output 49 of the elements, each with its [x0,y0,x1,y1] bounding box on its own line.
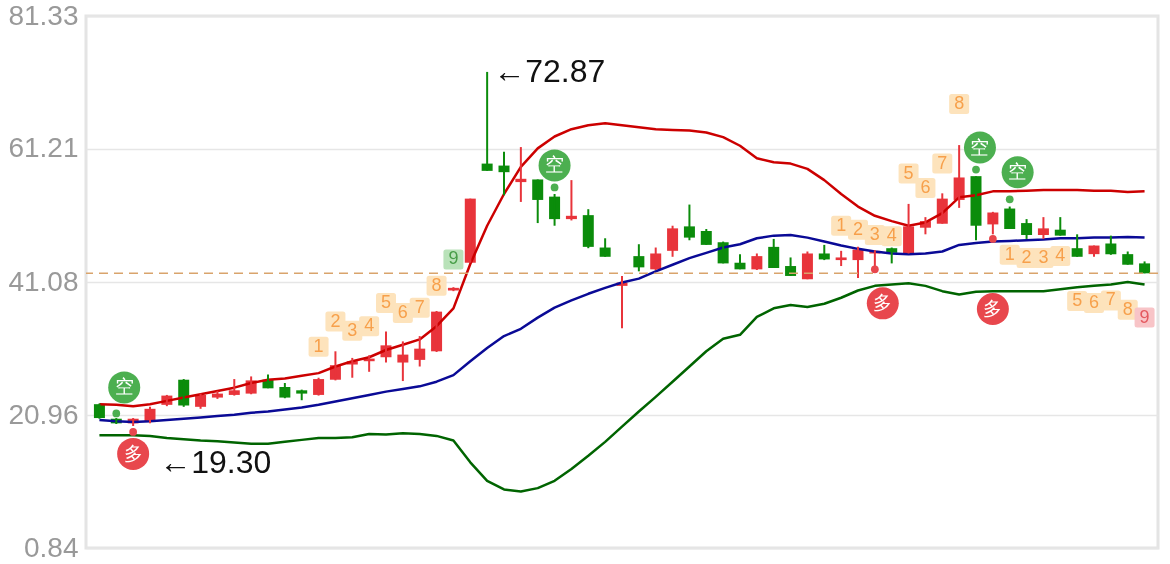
annotation: 6 [397,301,408,322]
y-tick-label: 41.08 [8,265,79,297]
annotation: ←19.30 [159,443,272,480]
series-label: 空 [970,136,990,158]
annotation: 4 [886,225,897,246]
y-tick-label: 81.33 [8,0,79,31]
y-tick-label: 20.96 [8,398,79,430]
text: 空 [1008,161,1028,183]
point [988,235,997,243]
annotation: 5 [903,162,914,183]
series-label: 多 [123,442,143,464]
annotation: 7 [937,152,948,173]
annotation: 4 [1055,245,1066,266]
annotation: 5 [1072,290,1083,311]
annotation: 4 [364,315,375,336]
y-tick-label: 61.21 [8,132,79,164]
annotation: ←72.87 [493,52,606,89]
point [972,165,980,174]
annotation: 7 [414,296,425,317]
annotation: 1 [1004,243,1015,264]
annotation: 7 [1105,289,1116,310]
annotation: 9 [448,248,459,269]
annotation: 3 [347,319,358,340]
annotation: 8 [1122,298,1133,319]
annotation: 2 [852,218,864,239]
text: 空 [545,154,565,176]
annotation: 2 [1021,247,1032,268]
annotation: 6 [920,177,931,198]
annotation: 8 [954,93,965,114]
point [550,183,559,192]
annotation: 5 [380,292,392,313]
annotation: 1 [313,335,324,356]
point [129,428,138,436]
point [870,265,879,274]
annotation: 3 [1038,247,1049,268]
annotation: 3 [869,223,880,244]
annotation: 6 [1088,292,1100,313]
y-tick-label: 0.84 [24,531,79,563]
annotation: 2 [330,310,341,331]
annotation: 1 [836,214,847,235]
text: 空 [114,376,134,398]
annotation: 9 [1139,306,1150,327]
text: 多 [873,292,893,314]
candlestick [296,388,308,402]
candlestick [835,249,847,268]
point [1005,195,1014,204]
annotation: 8 [431,274,442,295]
text: 多 [983,297,1003,319]
point [112,409,121,418]
